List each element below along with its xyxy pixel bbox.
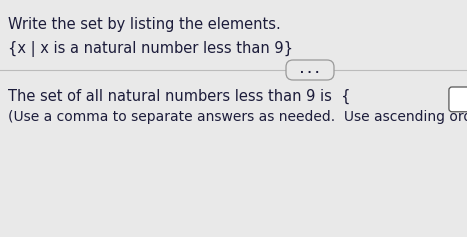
Text: Write the set by listing the elements.: Write the set by listing the elements.	[8, 17, 281, 32]
Text: . . .: . . .	[300, 65, 319, 75]
FancyBboxPatch shape	[286, 60, 334, 80]
Text: The set of all natural numbers less than 9 is  {: The set of all natural numbers less than…	[8, 89, 351, 104]
FancyBboxPatch shape	[449, 87, 467, 112]
Text: {x | x is a natural number less than 9}: {x | x is a natural number less than 9}	[8, 41, 293, 57]
Text: (Use a comma to separate answers as needed.  Use ascending order: (Use a comma to separate answers as need…	[8, 110, 467, 124]
